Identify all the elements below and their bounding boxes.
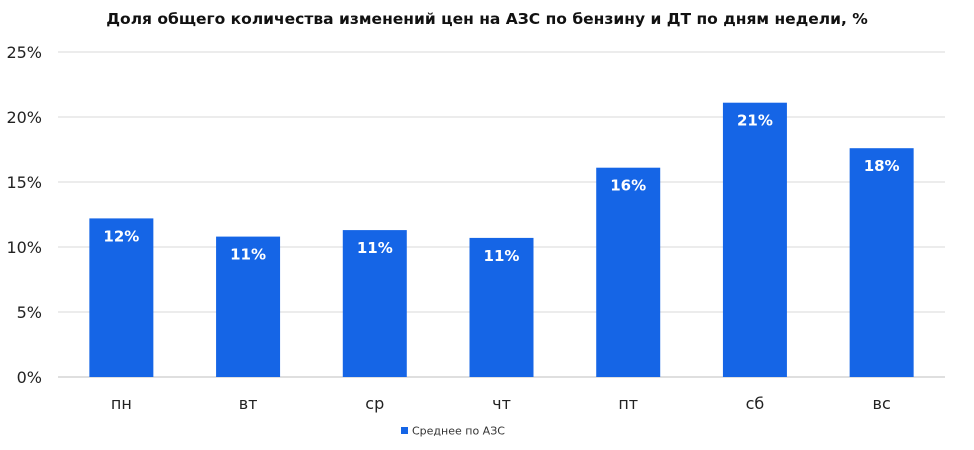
x-axis-ticks: пн вт ср чт пт сб вс [111, 394, 891, 413]
bar-чт [469, 237, 534, 377]
x-tick-label: пн [111, 394, 132, 413]
y-tick-label: 25% [6, 43, 42, 62]
y-tick-label: 15% [6, 173, 42, 192]
y-tick-label: 0% [17, 368, 42, 387]
data-label: 18% [864, 157, 900, 175]
chart-title: Доля общего количества изменений цен на … [106, 10, 868, 28]
x-tick-label: сб [746, 394, 765, 413]
legend: Среднее по АЗС [401, 425, 505, 438]
data-label: 21% [737, 112, 773, 130]
x-tick-label: вс [873, 394, 891, 413]
bar-вт [216, 236, 281, 377]
x-tick-label: ср [365, 394, 384, 413]
legend-label: Среднее по АЗС [412, 425, 505, 438]
bars: 12% 11% 11% 11% 16% 21% 18% [89, 102, 914, 377]
data-label: 11% [357, 239, 393, 257]
bar-пн [89, 218, 154, 377]
x-tick-label: вт [239, 394, 258, 413]
data-label: 12% [103, 227, 139, 245]
x-tick-label: чт [492, 394, 511, 413]
data-label: 11% [230, 246, 266, 264]
bar-вс [849, 148, 914, 377]
legend-swatch [401, 427, 408, 434]
y-tick-label: 20% [6, 108, 42, 127]
x-tick-label: пт [618, 394, 638, 413]
bar-ср [342, 230, 407, 377]
bar-сб [722, 102, 787, 377]
y-tick-label: 5% [17, 303, 42, 322]
bar-пт [596, 167, 661, 377]
data-label: 11% [484, 247, 520, 265]
y-axis-ticks: 0% 5% 10% 15% 20% 25% [6, 43, 42, 387]
data-label: 16% [610, 177, 646, 195]
y-tick-label: 10% [6, 238, 42, 257]
